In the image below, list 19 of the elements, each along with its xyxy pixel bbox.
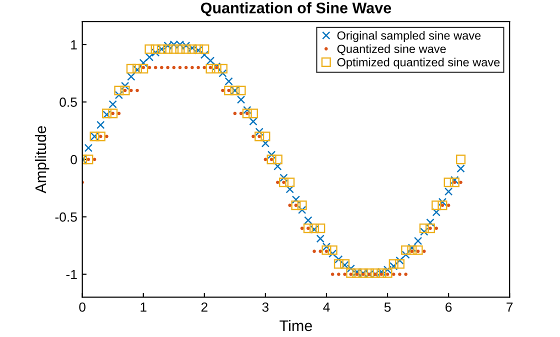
x-tick-label: 0 — [79, 302, 86, 312]
y-tick-label: -0.5 — [55, 212, 77, 222]
x-tick-label: 7 — [506, 302, 513, 312]
x-axis-title: Time — [280, 320, 312, 332]
x-tick-label: 1 — [140, 302, 146, 312]
x-tick-label: 3 — [262, 302, 269, 312]
x-tick-label: 5 — [384, 302, 391, 312]
y-tick-label: 0 — [70, 154, 77, 164]
chart-title: Quantization of Sine Wave — [200, 2, 392, 16]
y-tick-label: -1 — [66, 270, 77, 280]
y-tick-label: 1 — [71, 40, 77, 50]
x-tick-label: 4 — [323, 302, 330, 312]
y-axis-title: Amplitude — [34, 126, 50, 194]
legend-label: Optimized quantized sine wave — [337, 58, 500, 69]
x-tick-label: 2 — [201, 302, 208, 312]
y-tick-label: 0.5 — [60, 98, 77, 107]
x-tick-label: 6 — [446, 302, 452, 312]
legend-label: Quantized sine wave — [337, 44, 446, 56]
legend-label: Original sampled sine wave — [337, 31, 481, 42]
